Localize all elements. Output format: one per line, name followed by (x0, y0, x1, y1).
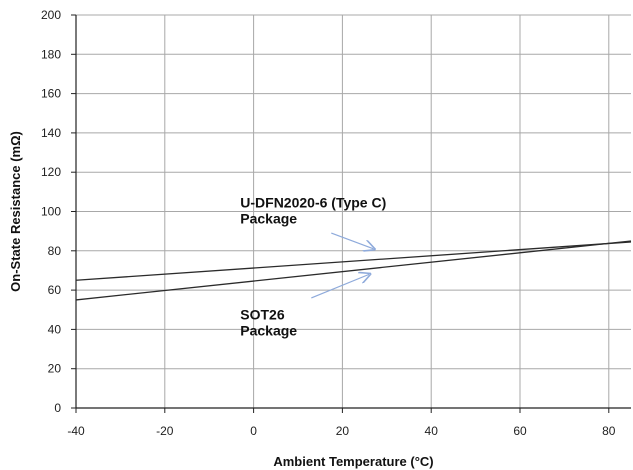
y-axis-title: On-State Resistance (mΩ) (8, 131, 23, 292)
annotation-label-2: SOT26 Package (240, 307, 297, 339)
x-tick-label: 40 (425, 424, 439, 438)
y-tick-label: 80 (48, 244, 62, 258)
x-axis-title: Ambient Temperature (°C) (273, 454, 433, 469)
y-tick-label: 60 (48, 283, 62, 297)
annotation-2: SOT26 Package (240, 274, 369, 339)
annotation-line-2-1: SOT26 (240, 307, 285, 323)
annotation-1: U-DFN2020-6 (Type C) Package (240, 195, 386, 249)
y-tick-label: 0 (54, 401, 61, 415)
x-tick-label: 0 (250, 424, 257, 438)
y-tick-label: 120 (41, 165, 61, 179)
label-layer: Ambient Temperature (°C) On-State Resist… (8, 131, 434, 469)
annotation-label-1: U-DFN2020-6 (Type C) Package (240, 195, 386, 227)
y-tick-label: 20 (48, 362, 62, 376)
series-line-2 (75, 240, 632, 301)
x-tick-label: -20 (156, 424, 174, 438)
x-tick-label: 80 (602, 424, 616, 438)
y-tick-label: 180 (41, 47, 61, 61)
y-tick-label: 40 (48, 322, 62, 336)
x-tick-label: -40 (67, 424, 85, 438)
y-tick-label: 200 (41, 8, 61, 22)
axes-layer: 0 20 40 60 80 100 120 140 160 180 200 -40 -20 0 20 40 60… (41, 8, 631, 438)
annotation-line-1-1: U-DFN2020-6 (Type C) (240, 195, 386, 211)
y-tick-label: 100 (41, 205, 61, 219)
x-tick-label: 20 (336, 424, 350, 438)
annotation-line-2-2: Package (240, 323, 297, 339)
series-line-1 (75, 241, 632, 281)
series-layer (75, 240, 632, 301)
y-tick-label: 140 (41, 126, 61, 140)
y-tick-label: 160 (41, 87, 61, 101)
annotation-arrow-2 (311, 274, 369, 299)
x-tick-label: 60 (513, 424, 527, 438)
annotation-line-1-2: Package (240, 211, 297, 227)
annotation-arrow-1 (331, 232, 373, 249)
grid-layer (76, 14, 631, 408)
